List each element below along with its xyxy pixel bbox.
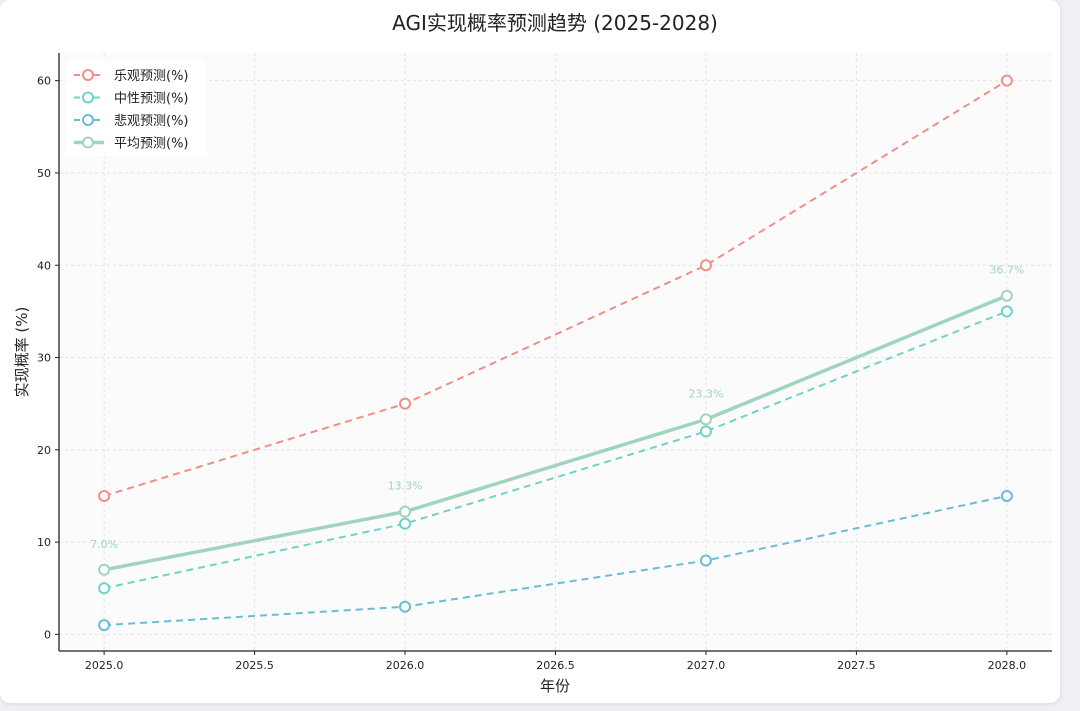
data-point — [1000, 289, 1013, 302]
annotations: 7.0% 13.3% 23.3% 36.7% — [90, 264, 1024, 551]
legend-label: 中性预测(%) — [114, 92, 189, 107]
data-label: 23.3% — [688, 387, 723, 400]
data-point — [399, 505, 412, 518]
data-point — [699, 259, 712, 272]
legend-swatch-marker — [82, 69, 94, 81]
x-tick-label: 2027.5 — [837, 659, 876, 672]
data-point — [98, 582, 111, 595]
y-tick-label: 20 — [37, 444, 51, 457]
data-point — [699, 425, 712, 438]
data-point — [98, 563, 111, 576]
y-tick-label: 30 — [37, 352, 51, 365]
x-tick-label: 2027.0 — [687, 659, 726, 672]
data-label: 36.7% — [989, 264, 1024, 277]
line-chart: 2025.0 2025.5 2026.0 2026.5 2027.0 2027.5 2028… — [13, 11, 1052, 695]
data-point — [1000, 489, 1013, 502]
series-line — [103, 79, 1008, 497]
chart-card: 2025.0 2025.5 2026.0 2026.5 2027.0 2027.5 2028… — [0, 0, 1060, 703]
data-point — [399, 397, 412, 410]
ticks: 2025.0 2025.5 2026.0 2026.5 2027.0 2027.5 2028… — [37, 75, 1026, 672]
grid — [59, 53, 1052, 651]
x-axis-label: 年份 — [540, 677, 570, 695]
legend-label: 乐观预测(%) — [114, 69, 189, 84]
legend-label: 平均预测(%) — [114, 137, 189, 152]
chart-title: AGI实现概率预测趋势 (2025-2028) — [392, 11, 718, 35]
legend-label: 悲观预测(%) — [114, 113, 189, 129]
y-tick-label: 0 — [44, 628, 51, 641]
data-point — [98, 619, 111, 632]
data-point — [1000, 74, 1013, 87]
legend-swatch-marker — [82, 91, 94, 104]
legend: 乐观预测(%) 中性预测(%) 悲观预测(%) 平均预测(%) — [66, 60, 206, 156]
data-point — [98, 489, 111, 502]
x-tick-label: 2025.5 — [235, 659, 274, 672]
x-tick-label: 2026.5 — [536, 659, 575, 672]
legend-swatch-marker — [82, 114, 94, 126]
data-point — [699, 413, 712, 426]
y-tick-label: 40 — [37, 259, 51, 272]
data-point — [399, 517, 412, 530]
y-tick-label: 10 — [37, 536, 51, 549]
y-tick-label: 60 — [37, 75, 51, 88]
legend-box — [66, 60, 206, 156]
x-tick-label: 2025.0 — [85, 659, 124, 672]
legend-swatch-marker — [82, 136, 94, 149]
data-point — [699, 554, 712, 567]
data-point — [399, 600, 412, 613]
series-line — [103, 294, 1008, 572]
series-group — [98, 74, 1013, 632]
x-tick-label: 2028.0 — [988, 659, 1027, 672]
x-tick-label: 2026.0 — [386, 659, 425, 672]
series-line — [104, 494, 1008, 627]
data-point — [1000, 305, 1013, 318]
y-axis-label: 实现概率 (%) — [13, 307, 31, 398]
y-tick-label: 50 — [37, 167, 51, 180]
series-line — [103, 310, 1008, 590]
data-label: 13.3% — [388, 480, 423, 493]
data-label: 7.0% — [90, 538, 118, 551]
